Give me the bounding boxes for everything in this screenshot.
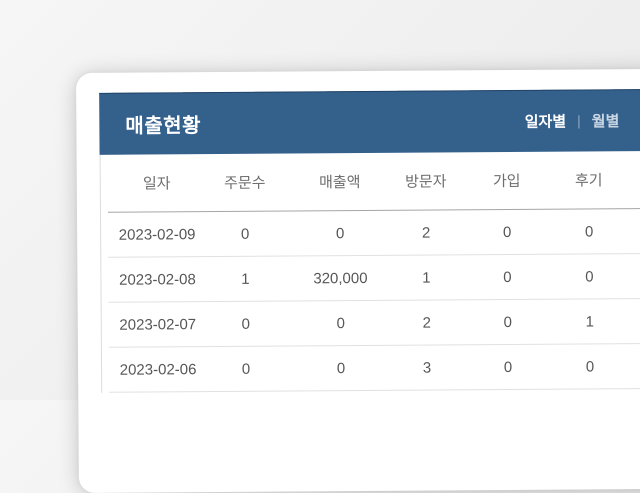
sales-widget: 매출현황 일자별 | 월별 일자 주문수 매출액 방문자 가입 후기 2023-02-09… (99, 88, 640, 393)
tab-monthly[interactable]: 월별 (591, 112, 620, 130)
widget-header: 매출현황 일자별 | 월별 (99, 88, 640, 155)
widget-title: 매출현황 (125, 114, 202, 138)
table-cell: 0 (241, 315, 250, 333)
date-cell: 2023-02-09 (118, 225, 196, 244)
table-cell: 0 (241, 360, 251, 378)
column-header: 후기 (574, 172, 603, 190)
table-cell: 0 (503, 358, 513, 376)
table-cell: 0 (585, 267, 594, 285)
table-cell: 2 (422, 314, 431, 332)
sales-card: 매출현황 일자별 | 월별 일자 주문수 매출액 방문자 가입 후기 2023-02-09… (76, 68, 640, 493)
page-background: 매출현황 일자별 | 월별 일자 주문수 매출액 방문자 가입 후기 2023-02-09… (99, 88, 640, 393)
table-cell: 0 (335, 224, 345, 242)
table-row: 2023-02-06 0 0 3 0 0 (108, 344, 640, 393)
table-row: 2023-02-09 0 0 2 0 0 (107, 209, 640, 258)
date-cell: 2023-02-07 (119, 315, 197, 334)
table-cell: 3 (422, 359, 432, 377)
table-cell: 320,000 (313, 269, 368, 287)
column-header: 방문자 (405, 173, 447, 191)
column-header: 매출액 (319, 174, 361, 192)
table-header-row: 일자 주문수 매출액 방문자 가입 후기 (107, 151, 640, 213)
table-cell: 1 (422, 269, 431, 287)
column-header: 일자 (142, 175, 171, 193)
date-cell: 2023-02-08 (119, 270, 196, 289)
table-cell: 0 (336, 314, 345, 332)
tab-daily[interactable]: 일자별 (524, 113, 567, 131)
table-cell: 0 (336, 359, 346, 377)
table-row: 2023-02-07 0 0 2 0 1 (108, 299, 640, 348)
column-header: 가입 (492, 172, 521, 191)
table-cell: 0 (502, 223, 512, 241)
table-row: 2023-02-08 1 320,000 1 0 0 (108, 254, 640, 303)
table-cell: 0 (585, 357, 595, 375)
tab-separator: | (577, 112, 581, 129)
sales-table: 일자 주문수 매출액 방문자 가입 후기 2023-02-09 0 0 2 0 0 2023-02-0… (99, 150, 640, 393)
table-cell: 0 (503, 268, 512, 286)
table-cell: 1 (585, 312, 594, 330)
table-cell: 0 (240, 225, 250, 243)
table-body: 2023-02-09 0 0 2 0 0 2023-02-08 1 320,000 1 0 0 2023… (107, 209, 640, 393)
table-cell: 2 (421, 224, 431, 242)
column-header: 주문수 (224, 174, 266, 192)
view-tabs: 일자별 | 월별 (525, 110, 620, 132)
table-cell: 0 (584, 222, 594, 240)
table-cell: 0 (503, 313, 512, 331)
table-cell: 1 (241, 270, 250, 288)
date-cell: 2023-02-06 (119, 360, 197, 379)
